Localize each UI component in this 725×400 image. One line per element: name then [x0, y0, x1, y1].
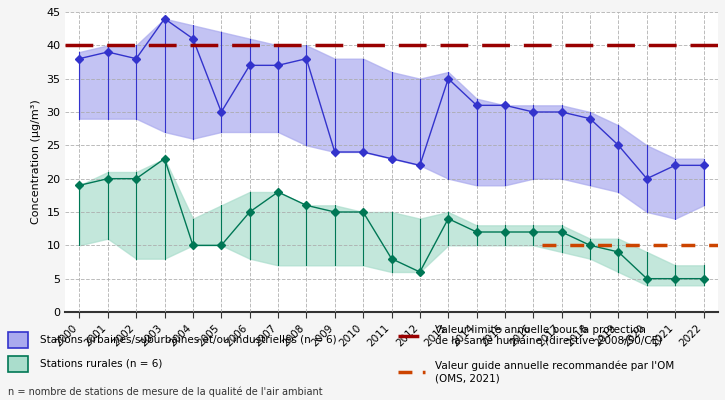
- FancyBboxPatch shape: [8, 332, 28, 348]
- Text: Valeur guide annuelle recommandée par l'OM
(OMS, 2021): Valeur guide annuelle recommandée par l'…: [435, 361, 674, 383]
- FancyBboxPatch shape: [8, 356, 28, 372]
- Text: n = nombre de stations de mesure de la qualité de l'air ambiant: n = nombre de stations de mesure de la q…: [8, 387, 323, 397]
- Text: Stations rurales (n = 6): Stations rurales (n = 6): [40, 359, 162, 369]
- Y-axis label: Concentration (µg/m³): Concentration (µg/m³): [30, 100, 41, 224]
- Text: Stations urbaines/suburbaines et/ou industrielles (n = 6): Stations urbaines/suburbaines et/ou indu…: [40, 335, 336, 345]
- Text: Valeur limite annuelle pour la protection
de la santé humaine (directive 2008/50: Valeur limite annuelle pour la protectio…: [435, 325, 662, 347]
